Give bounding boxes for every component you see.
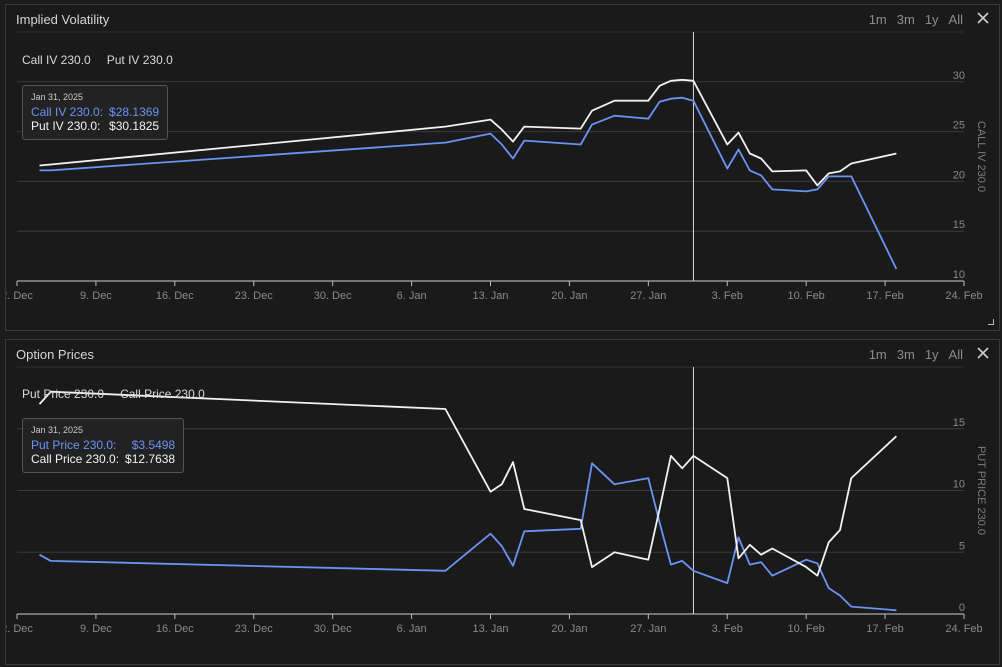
legend-item-put-iv[interactable]: Put IV 230.0: [106, 53, 173, 67]
series-line-call-price-230-0: [38, 390, 898, 577]
tooltip-date: Jan 31, 2025: [31, 92, 84, 102]
range-1m-button[interactable]: 1m: [868, 12, 887, 27]
series-line-call-iv-230-0: [39, 96, 898, 270]
resize-handle[interactable]: [988, 319, 994, 325]
series-line-put-iv-230-0: [39, 78, 897, 187]
x-tick-label: 30. Dec: [314, 623, 352, 635]
option-prices-panel: 0 5 10 15 2. Dec 9. Dec 16. Dec 23. Dec 30. Dec 6…: [5, 339, 1000, 665]
range-1m-button[interactable]: 1m: [868, 347, 887, 362]
tooltip-value: $30.1825: [109, 119, 160, 133]
x-tick-label: 17. Feb: [866, 623, 903, 635]
option-prices-chart[interactable]: 0 5 10 15 2. Dec 9. Dec 16. Dec 23. Dec 30. Dec 6…: [6, 340, 999, 664]
y-tick-label: 30: [953, 70, 965, 82]
legend-item-call-iv[interactable]: Call IV 230.0: [22, 53, 91, 67]
chart-legend: Put Price 230.0 Call Price 230.0: [22, 387, 221, 401]
x-tick-label: 13. Jan: [472, 290, 508, 302]
range-3m-button[interactable]: 3m: [896, 347, 915, 362]
x-tick-label: 27. Jan: [630, 623, 666, 635]
legend-item-call-price[interactable]: Call Price 230.0: [120, 387, 205, 401]
y-tick-label: 20: [953, 169, 965, 181]
tooltip-value: $12.7638: [125, 452, 176, 466]
tooltip-row: Call Price 230.0: $12.7638: [31, 452, 175, 466]
range-3m-button[interactable]: 3m: [896, 12, 915, 27]
chart-legend: Call IV 230.0 Put IV 230.0: [22, 53, 189, 67]
range-1y-button[interactable]: 1y: [924, 12, 939, 27]
tooltip-date: Jan 31, 2025: [31, 425, 84, 435]
x-tick-label: 3. Feb: [712, 623, 743, 635]
x-tick-label: 27. Jan: [630, 290, 666, 302]
x-tick-label: 10. Feb: [788, 290, 825, 302]
y-tick-label: 0: [959, 602, 965, 614]
x-tick-label: 20. Jan: [551, 290, 587, 302]
x-tick-label: 30. Dec: [314, 290, 352, 302]
tooltip-label: Put IV 230.0:: [31, 119, 101, 133]
close-icon[interactable]: [975, 10, 991, 26]
y-axis-title: CALL IV 230.0: [975, 121, 987, 192]
panel-title: Option Prices: [16, 347, 95, 362]
y-tick-label: 10: [953, 269, 965, 281]
y-tick-label: 15: [953, 219, 965, 231]
tooltip-label: Call IV 230.0:: [31, 105, 104, 119]
x-tick-label: 6. Jan: [397, 290, 427, 302]
x-tick-label: 9. Dec: [80, 290, 112, 302]
tooltip-value: $3.5498: [131, 438, 176, 452]
x-tick-label: 13. Jan: [472, 623, 508, 635]
tooltip-row: Put Price 230.0: $3.5498: [31, 438, 175, 452]
tooltip-label: Put Price 230.0:: [31, 438, 117, 452]
range-1y-button[interactable]: 1y: [924, 347, 939, 362]
series-line-put-price-230-0: [39, 462, 897, 612]
tooltip-row: Call IV 230.0: $28.1369: [31, 105, 159, 119]
x-tick-label: 16. Dec: [156, 290, 194, 302]
implied-volatility-chart[interactable]: 10 15 20 25 30 2. Dec 9. Dec 16. Dec 23. Dec 30. …: [6, 5, 999, 330]
y-axis-title: PUT PRICE 230.0: [975, 446, 987, 535]
range-all-button[interactable]: All: [948, 347, 963, 362]
x-tick-label: 24. Feb: [945, 290, 982, 302]
x-tick-label: 16. Dec: [156, 623, 194, 635]
y-tick-label: 15: [953, 417, 965, 429]
panel-title: Implied Volatility: [16, 12, 110, 27]
y-tick-label: 10: [953, 479, 965, 491]
x-tick-label: 20. Jan: [551, 623, 587, 635]
tooltip-row: Put IV 230.0: $30.1825: [31, 119, 159, 133]
close-icon[interactable]: [975, 345, 991, 361]
x-tick-label: 24. Feb: [945, 623, 982, 635]
x-tick-label: 6. Jan: [397, 623, 427, 635]
x-tick-label: 23. Dec: [235, 290, 273, 302]
x-tick-label: 9. Dec: [80, 623, 112, 635]
chart-tooltip: Jan 31, 2025 Put Price 230.0: $3.5498 Ca…: [22, 418, 185, 473]
x-tick-label: 2. Dec: [6, 290, 33, 302]
x-tick-label: 10. Feb: [788, 623, 825, 635]
x-tick-label: 2. Dec: [6, 623, 33, 635]
range-selector: 1m 3m 1y All: [859, 12, 963, 27]
range-all-button[interactable]: All: [948, 12, 963, 27]
y-tick-label: 5: [959, 540, 965, 552]
tooltip-value: $28.1369: [109, 105, 160, 119]
implied-volatility-panel: 10 15 20 25 30 2. Dec 9. Dec 16. Dec 23. Dec 30. …: [5, 4, 1000, 331]
legend-item-put-price[interactable]: Put Price 230.0: [22, 387, 105, 401]
chart-tooltip: Jan 31, 2025 Call IV 230.0: $28.1369 Put…: [22, 85, 169, 140]
x-tick-label: 23. Dec: [235, 623, 273, 635]
range-selector: 1m 3m 1y All: [859, 347, 963, 362]
tooltip-label: Call Price 230.0:: [31, 452, 120, 466]
x-tick-label: 17. Feb: [866, 290, 903, 302]
y-tick-label: 25: [953, 120, 965, 132]
x-tick-label: 3. Feb: [712, 290, 743, 302]
